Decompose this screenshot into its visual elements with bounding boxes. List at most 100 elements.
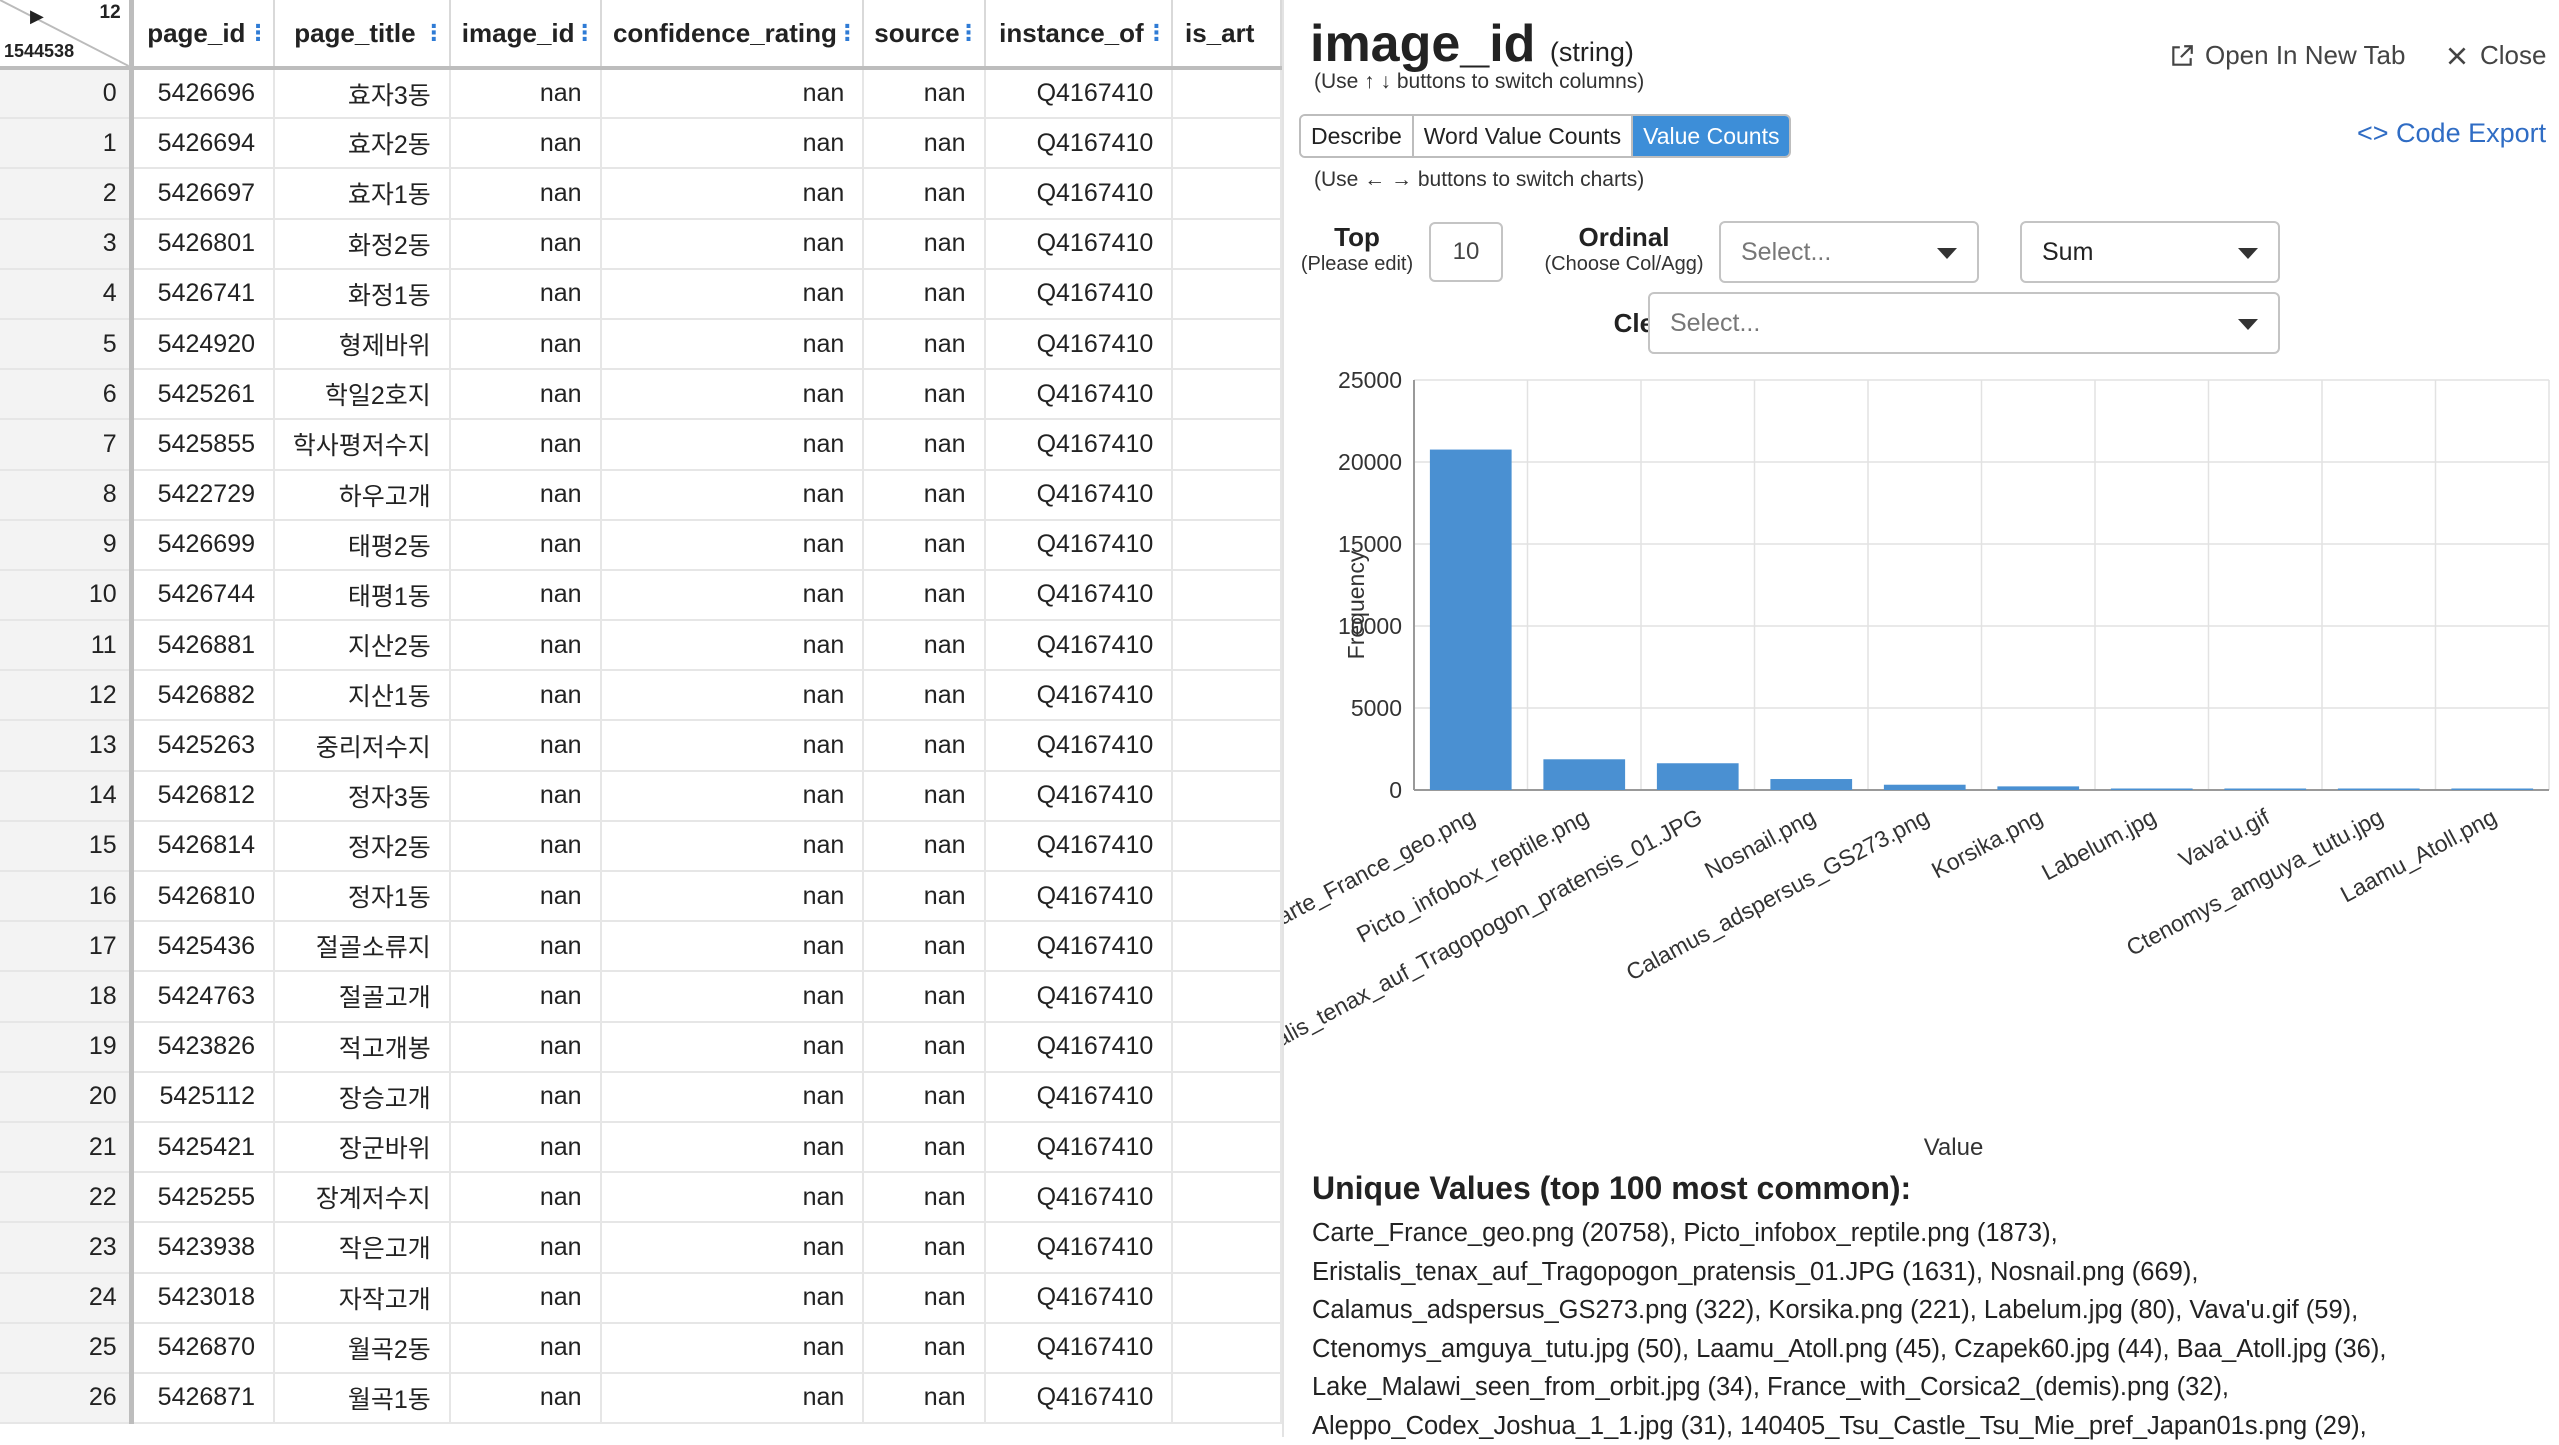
table-cell[interactable]: 정자3동 [274, 770, 451, 822]
table-cell[interactable]: nan [600, 720, 865, 772]
table-row[interactable]: 20 5425112 장승고개 nan nan nan Q4167410 [0, 1071, 1282, 1123]
table-cell[interactable]: nan [863, 620, 986, 672]
table-row[interactable]: 2 5426697 효자1동 nan nan nan Q4167410 [0, 168, 1282, 220]
table-cell[interactable]: 5426744 [131, 569, 275, 622]
column-menu-icon[interactable]: ⋮ [1145, 20, 1168, 45]
table-cell[interactable]: Q4167410 [984, 720, 1174, 772]
table-cell[interactable]: nan [863, 1121, 986, 1174]
table-cell[interactable]: 장군바위 [274, 1121, 451, 1174]
code-export-link[interactable]: <> Code Export [2357, 118, 2547, 148]
table-cell[interactable]: nan [449, 68, 602, 120]
table-cell[interactable]: nan [600, 1021, 865, 1073]
table-cell[interactable]: nan [449, 419, 602, 471]
table-cell[interactable]: nan [863, 369, 986, 421]
table-cell[interactable]: 5426694 [131, 118, 275, 170]
table-cell[interactable]: Q4167410 [984, 118, 1174, 170]
table-row[interactable]: 22 5425255 장계저수지 nan nan nan Q4167410 [0, 1172, 1282, 1224]
table-cell[interactable]: nan [449, 1372, 602, 1425]
table-cell[interactable]: Q4167410 [984, 218, 1174, 270]
table-cell[interactable] [1172, 1272, 1282, 1324]
table-cell[interactable]: nan [863, 1172, 986, 1224]
table-cell[interactable]: 적고개봉 [274, 1021, 451, 1073]
table-cell[interactable]: Q4167410 [984, 670, 1174, 722]
table-cell[interactable]: nan [600, 1071, 865, 1123]
table-cell[interactable] [1172, 1372, 1282, 1425]
table-cell[interactable]: nan [600, 1372, 865, 1425]
table-cell[interactable]: Q4167410 [984, 469, 1174, 521]
table-cell[interactable] [1172, 1021, 1282, 1073]
table-cell[interactable]: nan [449, 1172, 602, 1224]
cleaner-select[interactable]: Select... [1648, 292, 2280, 354]
table-cell[interactable]: nan [449, 971, 602, 1023]
table-cell[interactable]: nan [600, 118, 865, 170]
table-cell[interactable] [1172, 1172, 1282, 1224]
table-cell[interactable]: nan [449, 1272, 602, 1324]
column-header-instance-of[interactable]: instance_of ⋮ [984, 0, 1174, 70]
table-cell[interactable]: nan [600, 419, 865, 471]
table-cell[interactable]: Q4167410 [984, 921, 1174, 973]
table-cell[interactable]: 학사평저수지 [274, 419, 451, 471]
table-cell[interactable]: Q4167410 [984, 820, 1174, 873]
table-cell[interactable] [1172, 168, 1282, 220]
table-cell[interactable]: nan [863, 720, 986, 772]
table-cell[interactable] [1172, 1071, 1282, 1123]
table-cell[interactable]: nan [600, 1222, 865, 1274]
table-cell[interactable]: 5426697 [131, 168, 275, 220]
table-cell[interactable]: 5425112 [131, 1071, 275, 1123]
table-cell[interactable]: nan [449, 519, 602, 571]
table-cell[interactable]: nan [449, 268, 602, 320]
table-cell[interactable]: 5426801 [131, 218, 275, 270]
table-cell[interactable]: 5423938 [131, 1222, 275, 1274]
table-cell[interactable]: nan [600, 68, 865, 120]
table-cell[interactable]: nan [863, 921, 986, 973]
table-cell[interactable]: Q4167410 [984, 1222, 1174, 1274]
table-cell[interactable]: nan [600, 971, 865, 1023]
table-cell[interactable]: nan [449, 1121, 602, 1174]
table-row[interactable]: 7 5425855 학사평저수지 nan nan nan Q4167410 [0, 419, 1282, 471]
table-row[interactable]: 9 5426699 태평2동 nan nan nan Q4167410 [0, 519, 1282, 571]
play-icon[interactable]: ▶ [30, 6, 44, 26]
table-cell[interactable]: nan [863, 1222, 986, 1274]
table-cell[interactable]: nan [863, 268, 986, 320]
table-row[interactable]: 26 5426871 월곡1동 nan nan nan Q4167410 [0, 1372, 1282, 1425]
table-cell[interactable]: nan [449, 871, 602, 923]
table-cell[interactable]: nan [449, 569, 602, 622]
table-cell[interactable]: 하우고개 [274, 469, 451, 521]
tab-value-counts[interactable]: Value Counts [1633, 116, 1790, 156]
table-cell[interactable] [1172, 620, 1282, 672]
table-cell[interactable]: nan [600, 921, 865, 973]
table-cell[interactable]: nan [449, 318, 602, 371]
table-row[interactable]: 16 5426810 정자1동 nan nan nan Q4167410 [0, 871, 1282, 923]
table-cell[interactable]: Q4167410 [984, 971, 1174, 1023]
table-cell[interactable]: nan [449, 720, 602, 772]
table-row[interactable]: 11 5426881 지산2동 nan nan nan Q4167410 [0, 620, 1282, 672]
table-cell[interactable]: nan [863, 971, 986, 1023]
table-cell[interactable]: nan [449, 469, 602, 521]
table-cell[interactable]: Q4167410 [984, 1322, 1174, 1374]
table-cell[interactable]: 5426814 [131, 820, 275, 873]
table-cell[interactable]: 정자1동 [274, 871, 451, 923]
table-cell[interactable]: 절골소류지 [274, 921, 451, 973]
tab-describe[interactable]: Describe [1301, 116, 1414, 156]
table-row[interactable]: 3 5426801 화정2동 nan nan nan Q4167410 [0, 218, 1282, 270]
table-cell[interactable]: nan [449, 218, 602, 270]
table-row[interactable]: 13 5425263 중리저수지 nan nan nan Q4167410 [0, 720, 1282, 772]
table-cell[interactable]: nan [863, 820, 986, 873]
table-cell[interactable]: Q4167410 [984, 268, 1174, 320]
table-cell[interactable]: nan [600, 218, 865, 270]
column-header-source[interactable]: source ⋮ [863, 0, 986, 70]
table-row[interactable]: 1 5426694 효자2동 nan nan nan Q4167410 [0, 118, 1282, 170]
table-cell[interactable]: nan [600, 369, 865, 421]
table-cell[interactable]: nan [449, 820, 602, 873]
table-cell[interactable]: 5425421 [131, 1121, 275, 1174]
table-cell[interactable]: 5424763 [131, 971, 275, 1023]
table-cell[interactable]: nan [600, 820, 865, 873]
table-cell[interactable]: nan [863, 1071, 986, 1123]
column-menu-icon[interactable]: ⋮ [247, 20, 269, 45]
table-cell[interactable]: Q4167410 [984, 569, 1174, 622]
table-cell[interactable]: Q4167410 [984, 1172, 1174, 1224]
table-cell[interactable]: 지산1동 [274, 670, 451, 722]
table-row[interactable]: 14 5426812 정자3동 nan nan nan Q4167410 [0, 770, 1282, 822]
table-cell[interactable]: nan [449, 670, 602, 722]
table-cell[interactable]: 5425436 [131, 921, 275, 973]
